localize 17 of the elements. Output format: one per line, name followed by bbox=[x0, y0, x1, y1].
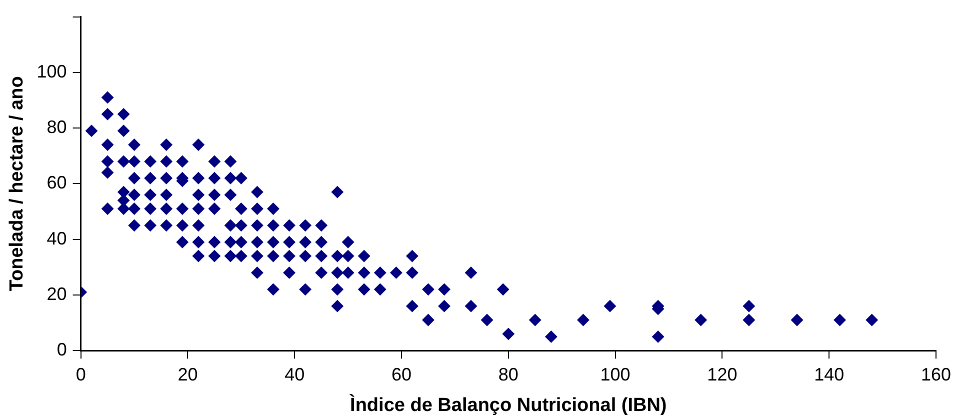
x-tick-label: 160 bbox=[920, 364, 952, 384]
y-tick-label: 80 bbox=[46, 117, 67, 138]
x-tick-label: 140 bbox=[814, 364, 844, 384]
x-tick-label: 100 bbox=[600, 364, 630, 384]
y-tick-label: 20 bbox=[46, 284, 67, 304]
y-tick-label: 60 bbox=[46, 172, 67, 193]
y-axis-title: Tonelada / hectare / ano bbox=[6, 76, 28, 292]
x-axis-title: Ìndice de Balanço Nutricional (IBN) bbox=[349, 394, 667, 416]
y-tick-label: 100 bbox=[36, 61, 67, 82]
x-tick-label: 40 bbox=[284, 364, 305, 384]
y-tick-label: 40 bbox=[46, 228, 67, 248]
x-tick-label: 20 bbox=[178, 364, 198, 384]
x-tick-label: 0 bbox=[76, 364, 86, 384]
x-tick-label: 120 bbox=[707, 364, 738, 384]
y-tick-label: 0 bbox=[56, 340, 67, 360]
x-tick-label: 60 bbox=[392, 364, 412, 384]
x-tick-label: 80 bbox=[498, 364, 518, 384]
